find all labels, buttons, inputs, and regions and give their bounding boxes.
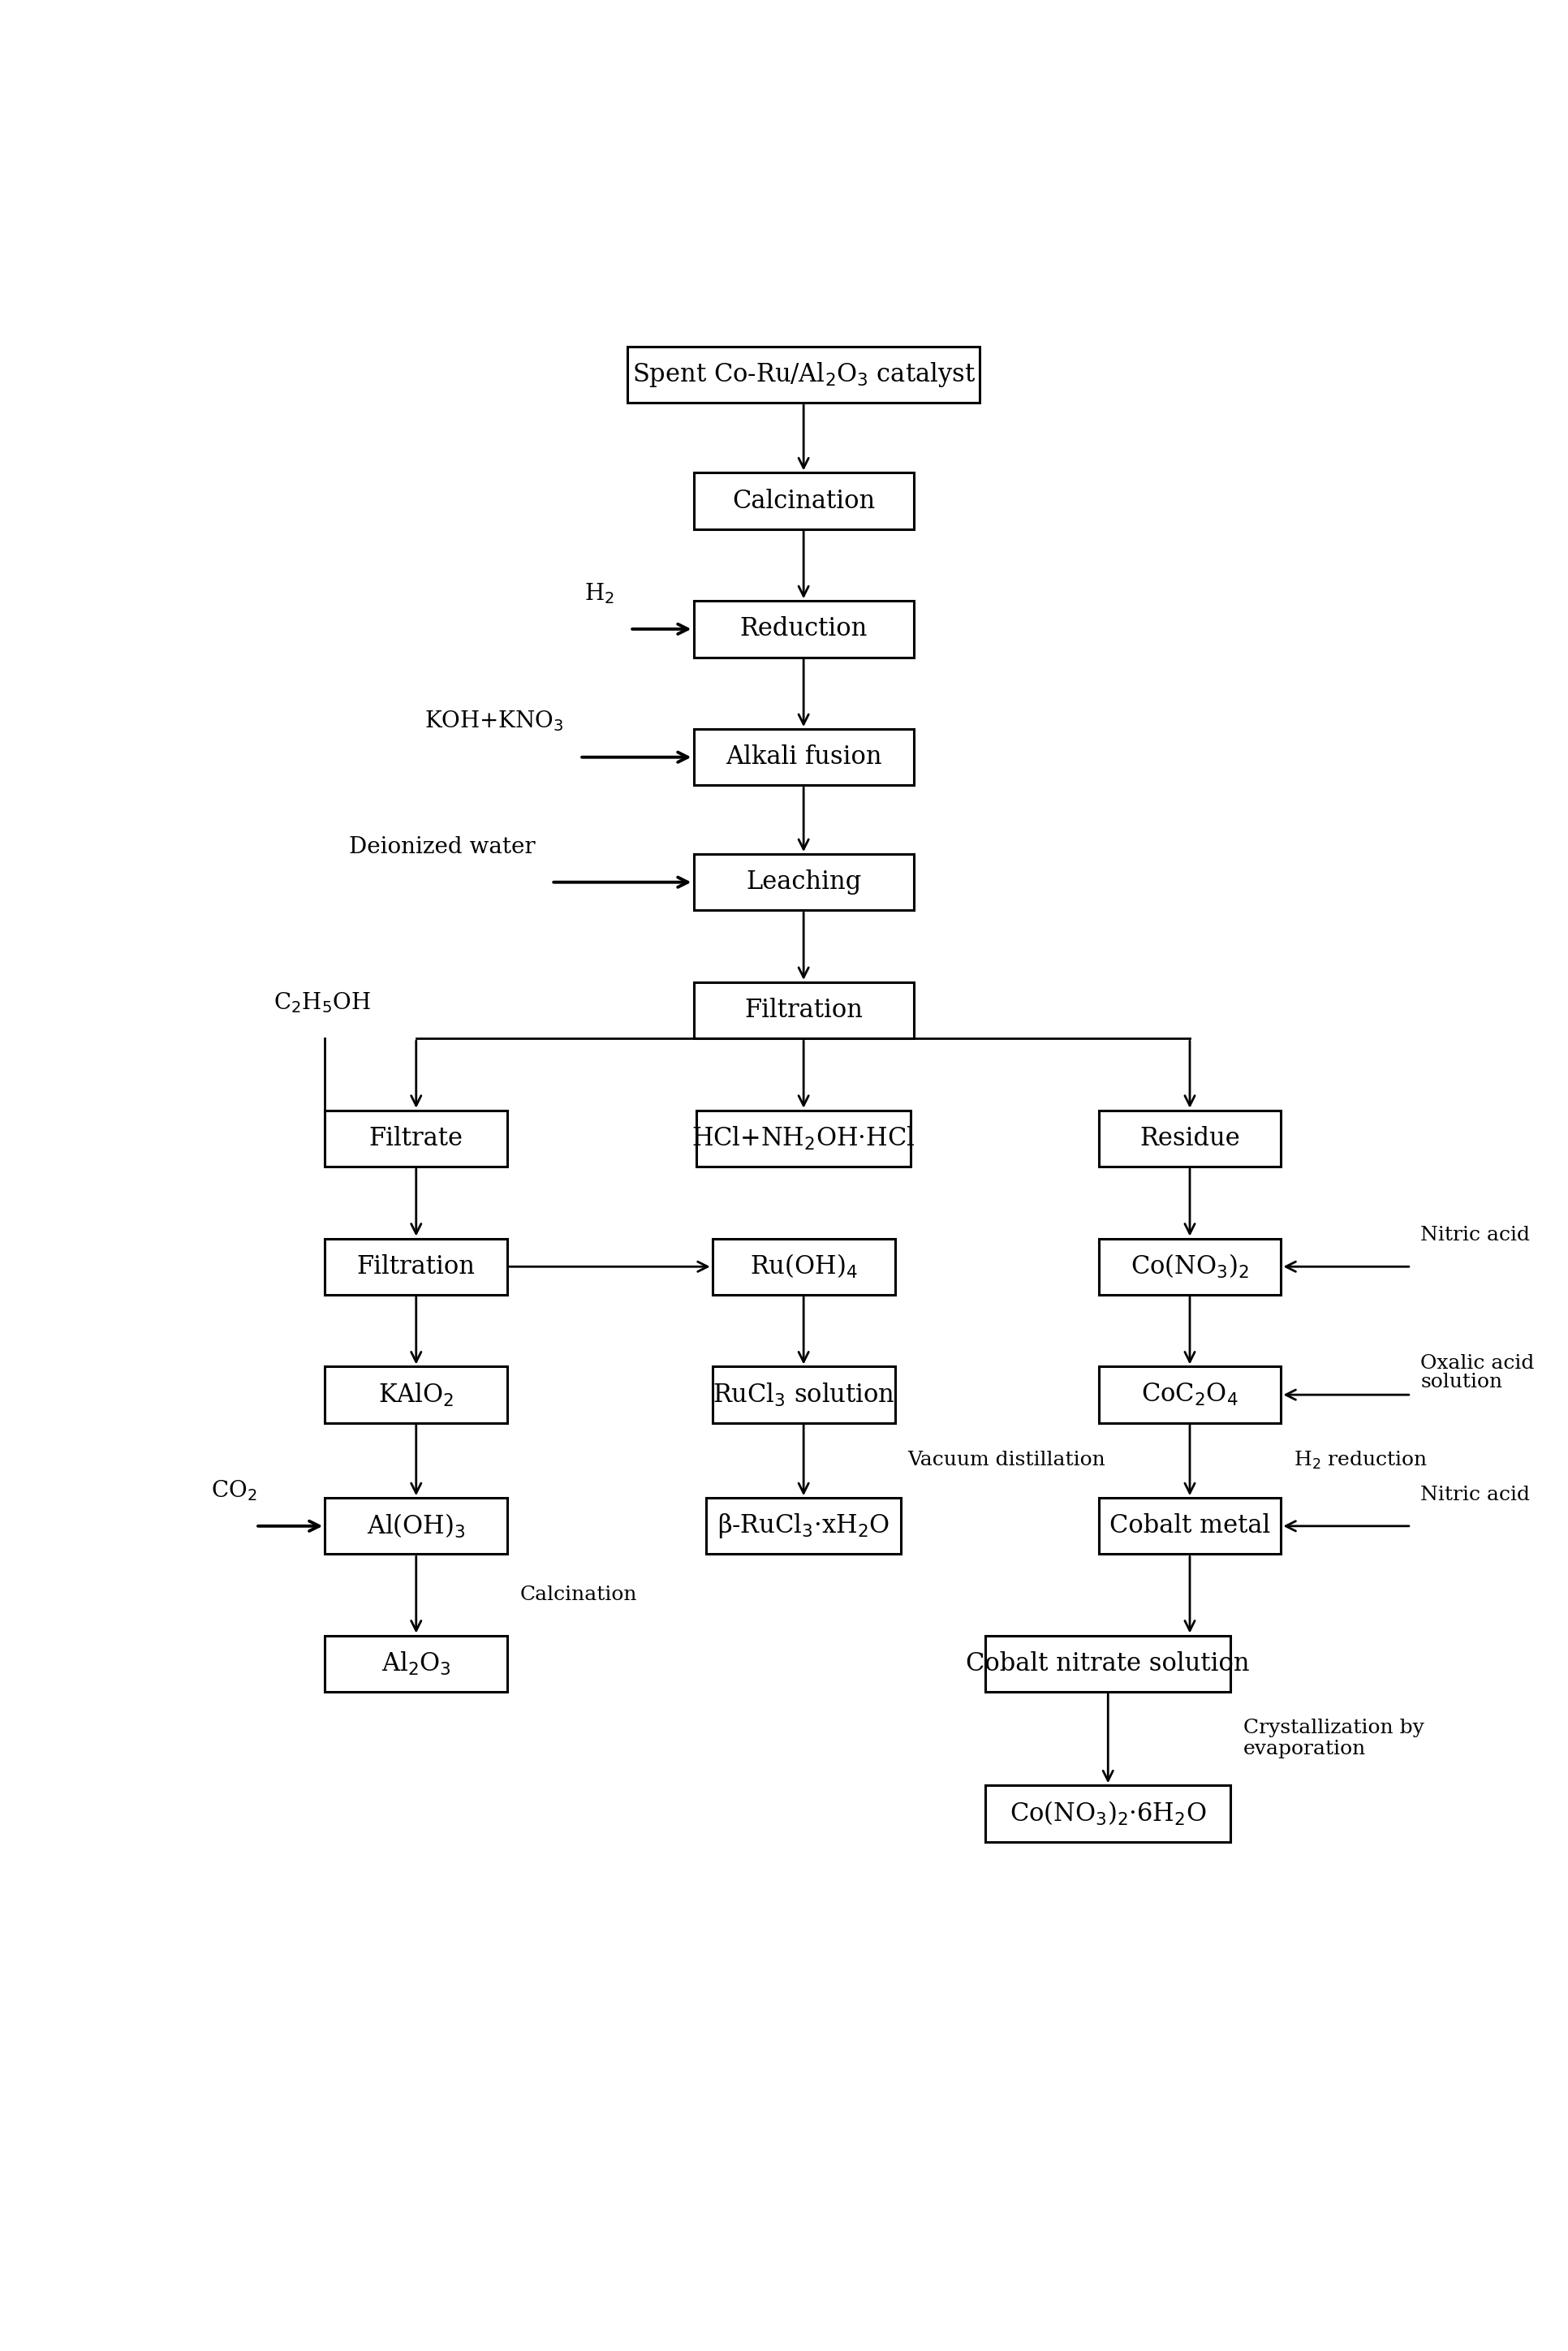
Text: Ru(OH)$_4$: Ru(OH)$_4$ bbox=[750, 1253, 858, 1281]
FancyBboxPatch shape bbox=[693, 983, 914, 1039]
FancyBboxPatch shape bbox=[985, 1636, 1231, 1693]
FancyBboxPatch shape bbox=[696, 1110, 911, 1166]
FancyBboxPatch shape bbox=[325, 1636, 508, 1693]
FancyBboxPatch shape bbox=[693, 853, 914, 910]
FancyBboxPatch shape bbox=[985, 1784, 1231, 1841]
Text: Alkali fusion: Alkali fusion bbox=[726, 745, 881, 769]
FancyBboxPatch shape bbox=[693, 602, 914, 658]
Text: Al(OH)$_3$: Al(OH)$_3$ bbox=[367, 1512, 466, 1540]
Text: Al$_2$O$_3$: Al$_2$O$_3$ bbox=[381, 1650, 452, 1676]
FancyBboxPatch shape bbox=[1099, 1110, 1281, 1166]
Text: Filtration: Filtration bbox=[745, 997, 862, 1023]
Text: solution: solution bbox=[1421, 1373, 1502, 1392]
Text: Calcination: Calcination bbox=[521, 1585, 637, 1603]
Text: Reduction: Reduction bbox=[740, 616, 867, 642]
FancyBboxPatch shape bbox=[627, 346, 980, 402]
FancyBboxPatch shape bbox=[1099, 1498, 1281, 1554]
FancyBboxPatch shape bbox=[325, 1110, 508, 1166]
FancyBboxPatch shape bbox=[693, 473, 914, 529]
Text: HCl+NH$_2$OH·HCl: HCl+NH$_2$OH·HCl bbox=[691, 1126, 916, 1152]
Text: Calcination: Calcination bbox=[732, 489, 875, 513]
Text: H$_2$: H$_2$ bbox=[585, 581, 615, 604]
Text: Filtrate: Filtrate bbox=[368, 1126, 463, 1152]
Text: Nitric acid: Nitric acid bbox=[1421, 1486, 1530, 1505]
Text: Filtration: Filtration bbox=[358, 1253, 475, 1279]
Text: Co(NO$_3$)$_2$·6H$_2$O: Co(NO$_3$)$_2$·6H$_2$O bbox=[1010, 1801, 1206, 1827]
Text: C$_2$H$_5$OH: C$_2$H$_5$OH bbox=[273, 990, 370, 1016]
FancyBboxPatch shape bbox=[712, 1366, 895, 1422]
Text: KAlO$_2$: KAlO$_2$ bbox=[378, 1382, 455, 1408]
Text: Leaching: Leaching bbox=[746, 870, 861, 896]
Text: Residue: Residue bbox=[1140, 1126, 1240, 1152]
Text: Deionized water: Deionized water bbox=[350, 837, 536, 858]
Text: RuCl$_3$ solution: RuCl$_3$ solution bbox=[712, 1382, 895, 1408]
Text: Oxalic acid: Oxalic acid bbox=[1421, 1354, 1535, 1373]
FancyBboxPatch shape bbox=[1099, 1366, 1281, 1422]
FancyBboxPatch shape bbox=[325, 1498, 508, 1554]
Text: H$_2$ reduction: H$_2$ reduction bbox=[1294, 1451, 1427, 1472]
Text: Cobalt metal: Cobalt metal bbox=[1109, 1514, 1270, 1538]
Text: Nitric acid: Nitric acid bbox=[1421, 1227, 1530, 1244]
Text: CoC$_2$O$_4$: CoC$_2$O$_4$ bbox=[1142, 1382, 1239, 1408]
Text: Cobalt nitrate solution: Cobalt nitrate solution bbox=[966, 1650, 1250, 1676]
FancyBboxPatch shape bbox=[706, 1498, 902, 1554]
Text: Spent Co-Ru/Al$_2$O$_3$ catalyst: Spent Co-Ru/Al$_2$O$_3$ catalyst bbox=[632, 360, 975, 388]
Text: Crystallization by
evaporation: Crystallization by evaporation bbox=[1243, 1719, 1424, 1759]
FancyBboxPatch shape bbox=[693, 729, 914, 785]
Text: β-RuCl$_3$·xH$_2$O: β-RuCl$_3$·xH$_2$O bbox=[718, 1512, 889, 1540]
FancyBboxPatch shape bbox=[712, 1239, 895, 1295]
FancyBboxPatch shape bbox=[325, 1366, 508, 1422]
FancyBboxPatch shape bbox=[1099, 1239, 1281, 1295]
Text: CO$_2$: CO$_2$ bbox=[210, 1479, 257, 1502]
Text: Vacuum distillation: Vacuum distillation bbox=[908, 1451, 1105, 1469]
Text: Co(NO$_3$)$_2$: Co(NO$_3$)$_2$ bbox=[1131, 1253, 1250, 1281]
FancyBboxPatch shape bbox=[325, 1239, 508, 1295]
Text: KOH+KNO$_3$: KOH+KNO$_3$ bbox=[425, 710, 564, 734]
